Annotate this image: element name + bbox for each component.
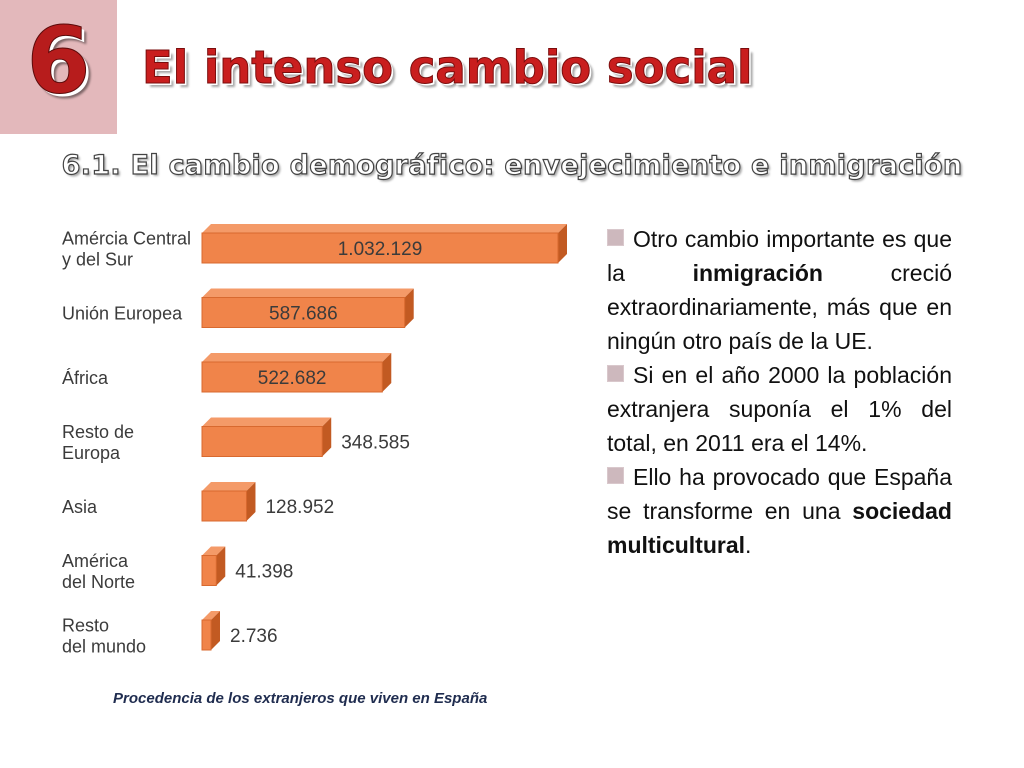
bar-side-face <box>246 482 256 521</box>
category-label-line: Unión Europea <box>62 303 183 323</box>
bullet-square-icon <box>607 365 624 382</box>
bullet-text: Ello ha provocado que España se transfor… <box>607 464 952 524</box>
category-label-line: África <box>62 368 109 388</box>
value-label: 128.952 <box>265 497 334 518</box>
bar <box>201 426 323 457</box>
category-label: Unión Europea <box>62 303 183 323</box>
value-label: 587.686 <box>269 304 338 325</box>
bullet-item: Otro cambio importante es que la inmigra… <box>607 222 952 358</box>
category-label: Resto de Europa <box>62 422 134 463</box>
bullet-list: Otro cambio importante es que la inmigra… <box>607 222 952 562</box>
bar-side-face <box>404 288 414 328</box>
category-label: Asia <box>62 497 98 517</box>
value-label: 522.682 <box>258 368 327 389</box>
category-label-line: América <box>62 551 129 571</box>
bar <box>201 232 559 264</box>
bullet-square-icon <box>607 467 624 484</box>
bullet-text: creció extraordinariamente, más que en n… <box>607 260 952 354</box>
slide-subtitle: 6.1. El cambio demográfico: envejecimien… <box>61 149 963 181</box>
bar-side-face <box>382 353 392 392</box>
section-number-box: 6 <box>0 0 117 134</box>
bullet-text: . <box>745 532 752 558</box>
category-label-line: Resto de <box>62 422 134 442</box>
category-label-line: Asia <box>62 497 98 517</box>
bullet-text: Otro cambio importante es que la <box>607 226 952 286</box>
bar-top-face <box>202 417 332 427</box>
bar-side-face <box>211 611 220 650</box>
category-label-line: del mundo <box>62 636 146 656</box>
value-label: 1.032.129 <box>338 239 423 260</box>
bar-top-face <box>202 288 414 298</box>
bar-top-face <box>202 546 226 556</box>
bullet-emphasis: inmigración <box>692 260 823 286</box>
category-label-line: y del Sur <box>62 249 133 269</box>
bullet-emphasis: sociedad multicultural <box>607 498 952 558</box>
bar <box>201 619 212 651</box>
bar-side-face <box>558 224 567 263</box>
bar <box>201 297 406 328</box>
bar <box>201 361 383 393</box>
bar-chart: Amércia Central y del Sur 1.032.129 Unión E… <box>62 224 567 656</box>
bar-top-face <box>202 482 256 491</box>
bar-top-face <box>202 353 392 362</box>
category-label: Amércia Central y del Sur <box>62 228 191 269</box>
section-number: 6 <box>26 7 91 115</box>
bar-side-face <box>216 546 226 586</box>
bullet-text: Si en el año 2000 la población extranjer… <box>607 362 952 456</box>
bullet-item: Ello ha provocado que España se transfor… <box>607 460 952 562</box>
value-label: 2.736 <box>230 626 278 647</box>
bar <box>201 555 217 586</box>
value-label: 41.398 <box>235 562 293 583</box>
category-label-line: del Norte <box>62 572 135 592</box>
value-label: 348.585 <box>341 433 410 454</box>
bar-top-face <box>202 611 220 620</box>
category-label-line: Amércia Central <box>62 228 191 248</box>
category-label: África <box>62 368 109 388</box>
category-label: América del Norte <box>62 551 135 592</box>
bar-side-face <box>322 417 332 457</box>
chart-caption: Procedencia de los extranjeros que viven… <box>113 690 488 707</box>
bar-top-face <box>202 224 567 233</box>
category-label-line: Europa <box>62 443 121 463</box>
bullet-square-icon <box>607 229 624 246</box>
slide-title: El intenso cambio social <box>141 41 753 95</box>
bar <box>201 490 247 522</box>
category-label-line: Resto <box>62 615 109 635</box>
bullet-item: Si en el año 2000 la población extranjer… <box>607 358 952 460</box>
category-label: Resto del mundo <box>62 615 146 656</box>
